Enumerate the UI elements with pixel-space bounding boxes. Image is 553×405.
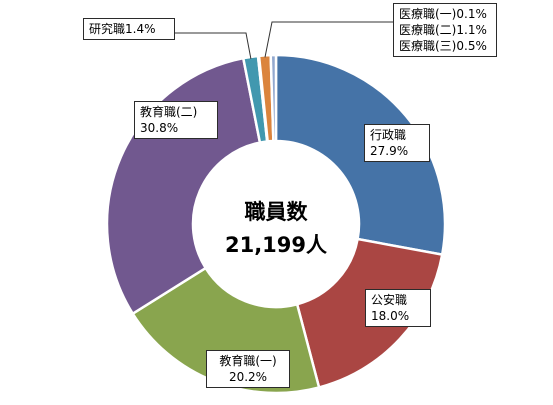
label-iryoshoku-3-name: 医療職(三) <box>399 39 457 53</box>
center-value: 21,199人 <box>225 233 327 257</box>
label-kenkyushoku-value: 1.4% <box>125 22 156 36</box>
label-koanshoku-name: 公安職 <box>371 293 408 307</box>
leader-kenkyushoku <box>175 32 252 59</box>
label-iryoshoku-1-value: 0.1% <box>456 7 487 21</box>
label-koanshoku-value: 18.0% <box>371 309 410 323</box>
label-kenkyushoku-name: 研究職 <box>89 22 126 36</box>
center-title: 職員数 <box>245 200 309 224</box>
label-koanshoku: 公安職 18.0% <box>365 289 431 327</box>
label-kenkyushoku: 研究職1.4% <box>83 18 175 40</box>
label-iryoshoku-1: 医療職(一)0.1% <box>399 6 491 22</box>
label-kyoikushoku-1: 教育職(一) 20.2% <box>206 350 290 388</box>
slice-kyoikushoku-2 <box>105 56 262 316</box>
label-kyoikushoku-1-value: 20.2% <box>228 370 268 384</box>
label-iryoshoku-2-value: 1.1% <box>456 23 487 37</box>
label-iryoshoku-1-name: 医療職(一) <box>399 7 457 21</box>
label-kyoikushoku-2-name: 教育職(二) <box>140 105 198 119</box>
label-iryoshoku-group: 医療職(一)0.1% 医療職(二)1.1% 医療職(三)0.5% <box>393 3 497 57</box>
label-kenkyushoku-text: 研究職1.4% <box>89 21 169 37</box>
label-iryoshoku-2: 医療職(二)1.1% <box>399 22 491 38</box>
label-kyoikushoku-2: 教育職(二) 30.8% <box>134 101 218 139</box>
label-kyoikushoku-1-name: 教育職(一) <box>219 354 277 368</box>
label-iryoshoku-3-value: 0.5% <box>456 39 487 53</box>
label-gyoseishoku-value: 27.9% <box>370 144 409 158</box>
label-iryoshoku-2-name: 医療職(二) <box>399 23 457 37</box>
slice-gyoseishoku <box>274 53 447 257</box>
label-gyoseishoku: 行政職 27.9% <box>364 124 430 162</box>
label-gyoseishoku-name: 行政職 <box>370 128 407 142</box>
leader-iryoshoku <box>264 21 393 58</box>
slice-iryoshoku-3 <box>269 53 278 143</box>
leader-lines <box>175 21 393 59</box>
label-iryoshoku-3: 医療職(三)0.5% <box>399 38 491 54</box>
label-kyoikushoku-2-value: 30.8% <box>140 121 179 135</box>
